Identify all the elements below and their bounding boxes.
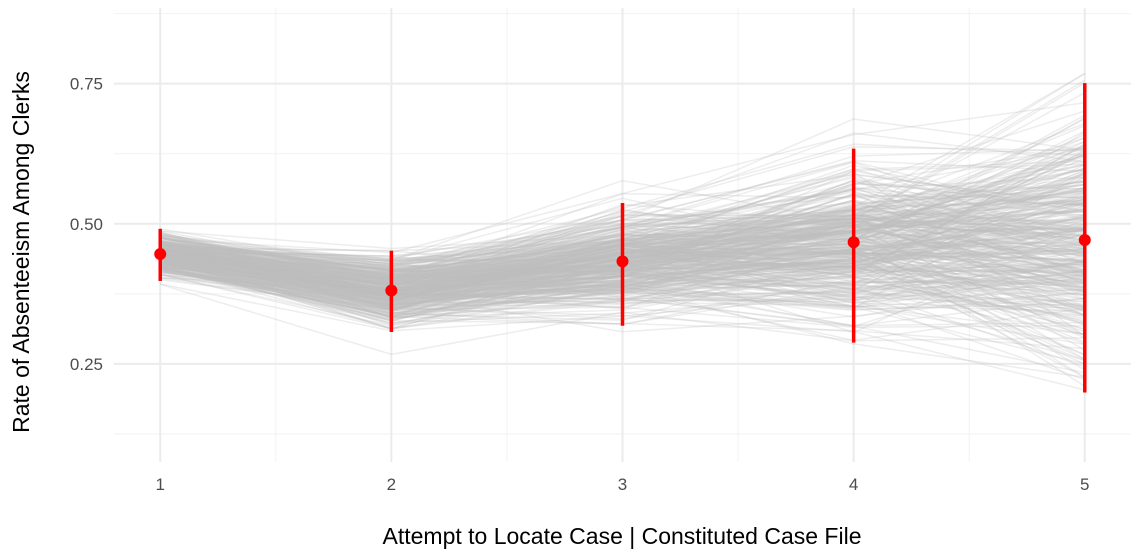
x-tick-label: 5 [1080, 475, 1089, 494]
y-tick-label: 0.25 [70, 355, 103, 374]
x-tick-label: 3 [618, 475, 627, 494]
draw-line [160, 197, 1085, 261]
x-axis-title: Attempt to Locate Case | Constituted Cas… [383, 523, 862, 549]
estimate-point [385, 284, 398, 297]
x-tick-label: 4 [849, 475, 858, 494]
simulation-draws [159, 72, 1086, 391]
draw-line [160, 102, 1085, 254]
estimate-point [154, 248, 167, 261]
y-tick-labels: 0.25 0.50 0.75 [70, 75, 103, 374]
estimate-point [616, 255, 629, 268]
y-tick-label: 0.50 [70, 215, 103, 234]
x-tick-label: 2 [387, 475, 396, 494]
draw-line [160, 184, 1085, 280]
y-tick-label: 0.75 [70, 75, 103, 94]
estimate-points [154, 234, 1091, 297]
draw-line [160, 82, 1086, 261]
x-tick-labels: 1 2 3 4 5 [155, 475, 1089, 494]
x-tick-label: 1 [155, 475, 164, 494]
estimate-point [847, 236, 860, 249]
estimate-point [1078, 234, 1091, 247]
draw-line [160, 265, 1085, 333]
y-axis-title: Rate of Absenteeism Among Clerks [8, 71, 34, 433]
